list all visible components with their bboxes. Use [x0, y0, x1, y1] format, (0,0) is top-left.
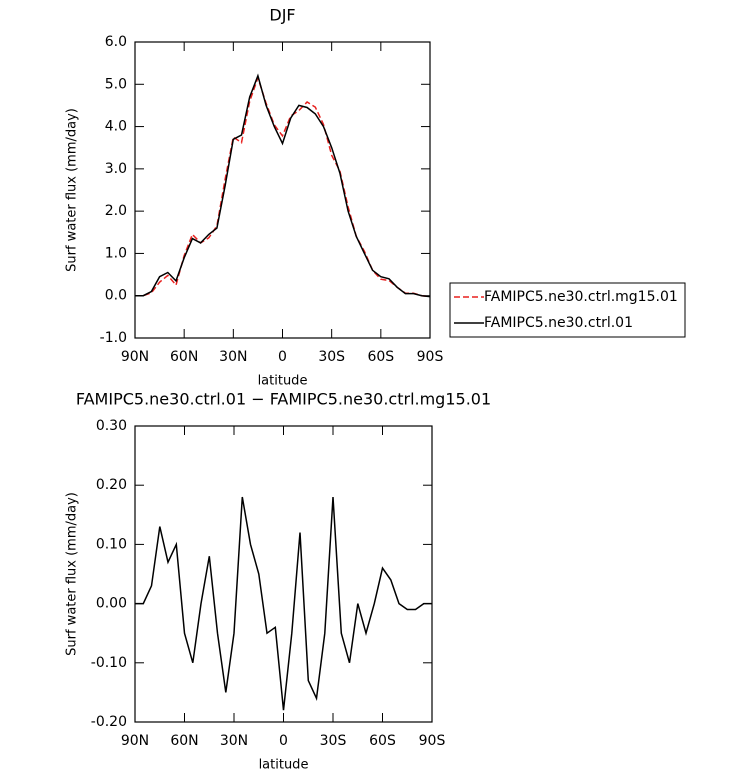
x-tick-label: 90S — [419, 733, 446, 749]
chart-title: DJF — [269, 6, 295, 25]
y-tick-label: 5.0 — [105, 76, 127, 92]
data-line — [135, 75, 431, 298]
y-tick-label: 1.0 — [105, 245, 127, 261]
x-tick-label: 60S — [367, 349, 394, 365]
y-tick-label: 6.0 — [105, 34, 127, 50]
x-axis-label: latitude — [259, 758, 309, 773]
y-axis-label: Surf water flux (mm/day) — [65, 108, 80, 272]
x-tick-label: 0 — [278, 349, 287, 365]
x-tick-label: 30N — [220, 733, 248, 749]
y-tick-label: 4.0 — [105, 119, 127, 135]
y-tick-label: 0.0 — [105, 288, 127, 304]
x-tick-label: 60S — [369, 733, 396, 749]
y-tick-label: 0.20 — [96, 477, 127, 493]
legend-label: FAMIPC5.ne30.ctrl.01 — [484, 315, 633, 331]
y-tick-label: 0.00 — [96, 596, 127, 612]
y-axis-label: Surf water flux (mm/day) — [65, 492, 80, 656]
legend-box — [449, 282, 686, 338]
x-tick-label: 30S — [320, 733, 347, 749]
y-tick-label: -1.0 — [100, 330, 127, 346]
legend-label: FAMIPC5.ne30.ctrl.mg15.01 — [484, 289, 678, 305]
plot-frame — [134, 41, 431, 339]
data-line — [135, 73, 431, 298]
x-tick-label: 90N — [121, 349, 149, 365]
y-tick-label: 0.30 — [96, 418, 127, 434]
x-tick-label: 30N — [219, 349, 247, 365]
y-tick-label: 2.0 — [105, 203, 127, 219]
x-tick-label: 90S — [417, 349, 444, 365]
y-tick-label: -0.10 — [91, 655, 127, 671]
y-tick-label: -0.20 — [91, 714, 127, 730]
data-line — [135, 496, 432, 711]
y-tick-label: 3.0 — [105, 161, 127, 177]
x-tick-label: 60N — [170, 349, 198, 365]
plot-frame — [134, 425, 433, 723]
x-tick-label: 60N — [170, 733, 198, 749]
x-tick-label: 30S — [318, 349, 345, 365]
x-tick-label: 0 — [279, 733, 288, 749]
x-tick-label: 90N — [121, 733, 149, 749]
x-axis-label: latitude — [258, 374, 308, 389]
y-tick-label: 0.10 — [96, 536, 127, 552]
chart-title: FAMIPC5.ne30.ctrl.01 − FAMIPC5.ne30.ctrl… — [76, 390, 491, 409]
